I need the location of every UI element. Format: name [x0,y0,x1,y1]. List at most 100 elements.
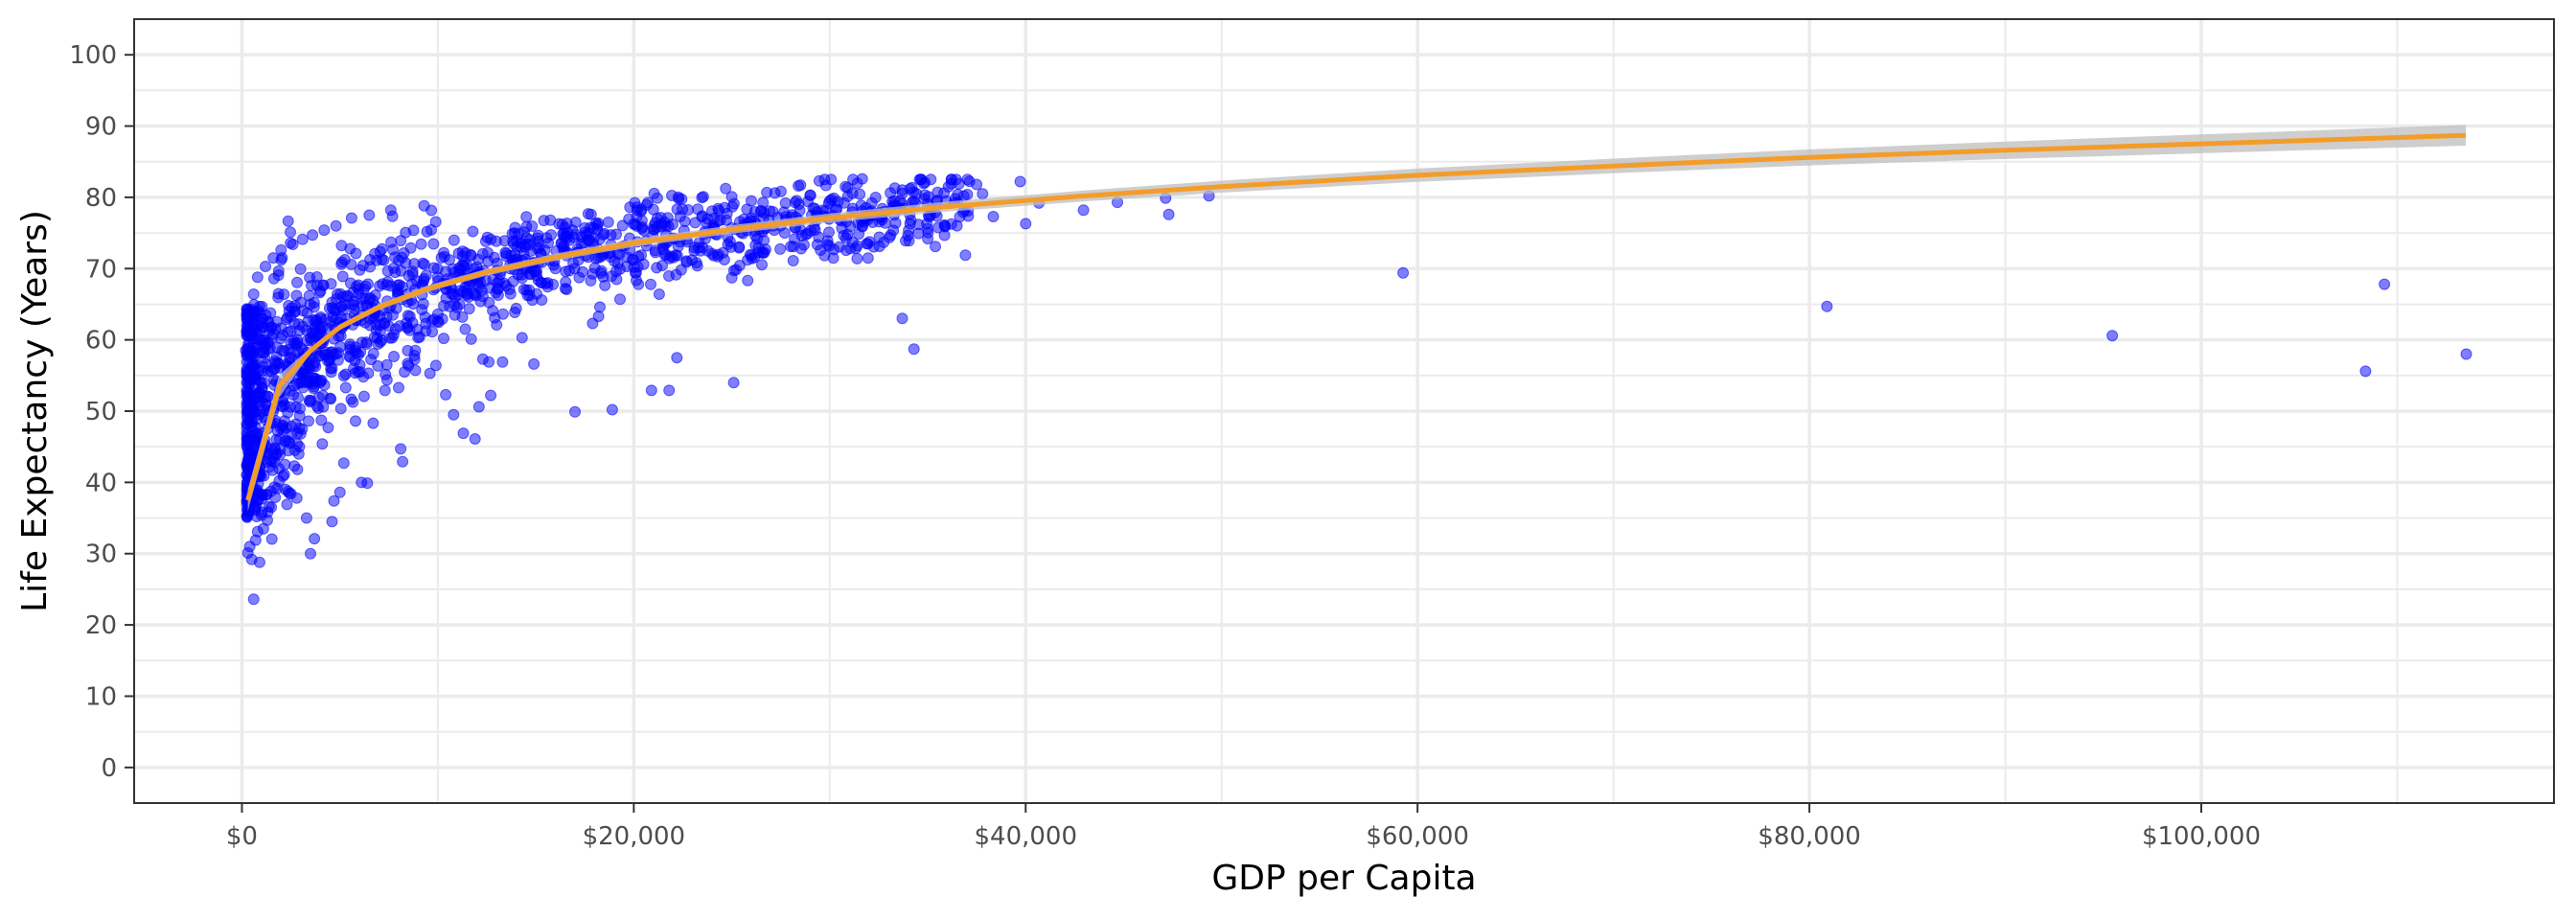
trend-layer [245,125,2467,512]
data-point [310,279,323,291]
data-point [569,405,581,418]
data-point [242,446,254,458]
data-point [372,359,384,372]
data-point [260,261,271,272]
y-tick-label: 90 [85,113,117,142]
data-point [284,487,295,499]
data-point [496,356,509,368]
y-axis: 0 10 20 30 40 50 60 70 80 90 100 [69,41,134,783]
data-point [440,388,452,401]
data-point [374,245,386,258]
data-point [255,317,267,330]
data-point [363,209,376,221]
data-point [846,237,859,248]
data-point [631,204,643,217]
data-point [589,252,602,264]
data-point [362,278,374,290]
data-point [896,184,908,196]
data-point [520,211,533,223]
data-point [900,235,911,247]
data-point [258,334,270,346]
data-point [345,212,357,224]
data-point [305,334,317,347]
y-axis-title: Life Expectancy (Years) [15,210,55,612]
data-point [282,445,294,457]
data-point [813,174,825,187]
data-point [957,190,970,202]
data-point [987,211,1000,222]
data-point [606,403,618,416]
data-point [251,271,264,284]
data-point [310,360,322,373]
data-point [356,300,368,312]
data-point [255,404,267,417]
data-point [493,275,505,288]
data-point [262,506,274,518]
data-point [472,281,485,293]
data-point [528,357,540,370]
data-point [977,188,989,200]
data-point [420,269,432,282]
data-point [395,443,407,455]
data-point [945,173,957,186]
data-point [914,173,927,186]
data-point [247,593,260,606]
data-point [249,422,262,434]
data-point [282,326,294,338]
data-point [426,204,438,217]
y-tick-label: 40 [85,469,117,497]
data-point [293,441,306,453]
data-point [426,315,438,327]
data-point [791,195,803,207]
data-point [411,275,423,288]
data-point [476,353,489,365]
data-point [334,486,346,498]
data-point [417,298,429,310]
data-point [469,433,481,445]
data-point [896,312,908,325]
data-point [586,317,599,330]
data-point [334,402,347,415]
data-point [515,237,527,249]
data-point [397,455,409,468]
data-point [597,270,610,283]
data-point [402,357,414,370]
data-point [385,236,398,248]
data-point [379,384,391,397]
data-point [922,191,934,203]
data-point [2379,278,2391,290]
data-point [315,414,328,426]
data-point [802,196,814,208]
data-point [496,308,509,320]
data-point [672,191,684,203]
data-point [438,333,449,345]
data-point [356,476,368,489]
data-point [809,224,821,236]
data-point [335,240,348,252]
data-point [283,305,295,317]
data-point [328,348,340,360]
data-point [794,179,807,192]
data-point [930,241,941,253]
data-point [500,250,513,263]
data-point [605,229,617,242]
x-tick-label: $0 [226,822,258,851]
data-point [524,245,537,257]
data-point [383,332,396,344]
data-point [247,288,260,300]
data-point [2359,365,2372,378]
data-point [448,408,460,421]
data-point [268,442,281,454]
data-point [490,235,502,247]
data-point [377,278,389,290]
data-point [242,347,254,358]
data-point [243,458,256,471]
data-point [450,301,463,313]
data-point [761,186,773,198]
data-point [260,456,272,469]
minor-gridlines [134,19,2554,803]
data-point [254,387,266,400]
data-point [959,249,972,262]
data-point [585,208,597,220]
